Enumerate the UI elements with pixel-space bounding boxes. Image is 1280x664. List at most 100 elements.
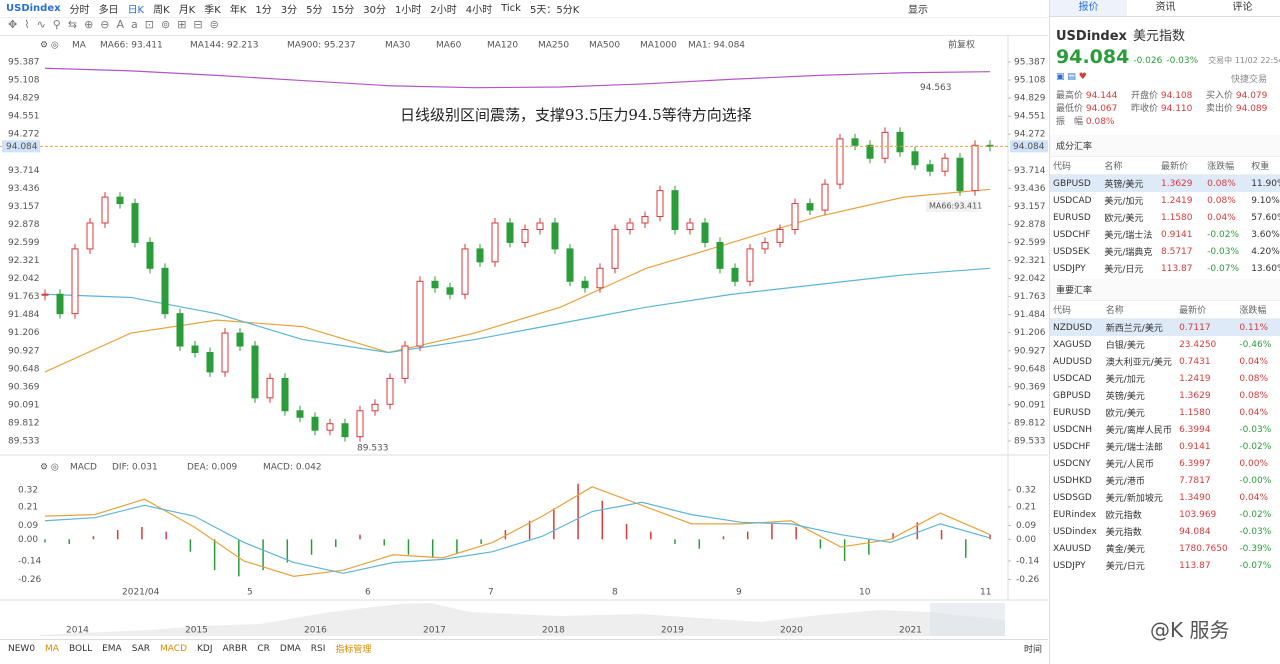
indicator-tab[interactable]: CR bbox=[257, 643, 270, 654]
cell: 美元/瑞士法 bbox=[1104, 231, 1153, 241]
quote-row[interactable]: USDCAD 美元/加元 1.2419 0.08% 9.10% bbox=[1050, 192, 1280, 209]
y-tick-label: 91.206 bbox=[8, 328, 40, 338]
y-tick-label-right: 95.108 bbox=[1014, 76, 1046, 86]
display-menu[interactable]: 显示 bbox=[908, 5, 928, 16]
indicator-tab[interactable]: SAR bbox=[131, 643, 151, 654]
candle bbox=[836, 138, 844, 185]
dif-legend: DIF: 0.031 bbox=[112, 463, 158, 473]
macd-tick: -0.14 bbox=[18, 556, 42, 566]
indicator-tab[interactable]: MACD bbox=[160, 643, 187, 654]
quote-row[interactable]: USDCNY 美元/人民币 6.3997 0.00% bbox=[1050, 455, 1280, 472]
period-tab[interactable]: 5分 bbox=[306, 5, 323, 16]
cell: 3.60% bbox=[1251, 229, 1280, 240]
cell: -0.03% bbox=[1239, 424, 1272, 435]
indicator-tab[interactable]: RSI bbox=[310, 643, 326, 654]
panel-tab[interactable]: 评论 bbox=[1232, 2, 1253, 13]
indicator-tab[interactable]: DMA bbox=[279, 643, 301, 654]
cell: 113.87 bbox=[1161, 263, 1193, 274]
stat-value: 94.089 bbox=[1235, 104, 1268, 114]
quote-row[interactable]: NZDUSD 新西兰元/美元 0.7117 0.11% bbox=[1050, 318, 1280, 336]
period-tab[interactable]: 5天：5分K bbox=[529, 5, 580, 16]
candle bbox=[761, 241, 769, 250]
indicator-tab[interactable]: KDJ bbox=[197, 643, 213, 654]
quote-row[interactable]: AUDUSD 澳大利亚元/美元 0.7431 0.04% bbox=[1050, 353, 1280, 370]
cell: 美元/日元 bbox=[1104, 265, 1144, 275]
candle bbox=[281, 377, 289, 412]
candle bbox=[581, 280, 589, 289]
indicator-tab[interactable]: BOLL bbox=[68, 643, 93, 654]
panel-tab[interactable]: 报价 bbox=[1050, 0, 1127, 16]
period-tab[interactable]: Tick bbox=[501, 3, 521, 14]
period-tab[interactable]: 月K bbox=[178, 5, 196, 16]
candle bbox=[746, 248, 754, 282]
icons[interactable]: ▣ ▤ ♥ bbox=[1056, 72, 1087, 82]
indicator-tab[interactable]: EMA bbox=[102, 643, 122, 654]
quote-header: USDindex 美元指数 bbox=[1050, 17, 1280, 44]
candle bbox=[971, 144, 979, 192]
period-tab[interactable]: 4小时 bbox=[465, 5, 493, 16]
x-label: 5 bbox=[247, 588, 253, 598]
indicator-tab[interactable]: 指标管理 bbox=[335, 645, 372, 655]
candle bbox=[611, 228, 619, 269]
x-label: 6 bbox=[365, 588, 371, 598]
quote-row[interactable]: XAUUSD 黄金/美元 1780.7650 -0.39% bbox=[1050, 540, 1280, 557]
quote-row[interactable]: GBPUSD 英镑/美元 1.3629 0.08% bbox=[1050, 387, 1280, 404]
quote-row[interactable]: EURindex 欧元指数 103.969 -0.02% bbox=[1050, 506, 1280, 523]
y-tick-label-right: 92.321 bbox=[1014, 256, 1046, 266]
cell: GBPUSD bbox=[1053, 390, 1091, 401]
period-tab[interactable]: 3分 bbox=[280, 5, 298, 16]
y-tick-label-right: 94.829 bbox=[1014, 94, 1046, 104]
quote-row[interactable]: EURUSD 欧元/美元 1.1580 0.04% bbox=[1050, 404, 1280, 421]
quote-row[interactable]: USDSEK 美元/瑞典克 8.5717 -0.03% 4.20% bbox=[1050, 243, 1280, 260]
period-tab[interactable]: 2小时 bbox=[430, 5, 457, 16]
candle bbox=[671, 190, 679, 230]
quote-row[interactable]: USDCHF 美元/瑞士法郎 0.9141 -0.02% bbox=[1050, 438, 1280, 455]
period-tab[interactable]: 周K bbox=[153, 5, 170, 16]
cell: 94.084 bbox=[1179, 526, 1211, 537]
y-tick-label: 90.091 bbox=[8, 400, 40, 410]
period-tab[interactable]: 年K bbox=[229, 5, 247, 16]
quote-row[interactable]: USDCAD 美元/加元 1.2419 0.08% bbox=[1050, 370, 1280, 387]
cell: GBPUSD bbox=[1053, 178, 1091, 189]
candle bbox=[146, 241, 154, 269]
quote-row[interactable]: USDCNH 美元/离岸人民币 6.3994 -0.03% bbox=[1050, 421, 1280, 438]
cell: 0.7431 bbox=[1179, 356, 1211, 367]
dea-legend: DEA: 0.009 bbox=[187, 463, 238, 473]
y-tick-label-right: 89.812 bbox=[1014, 418, 1046, 428]
navigator-area bbox=[40, 603, 1005, 636]
stat-value: 94.144 bbox=[1085, 91, 1118, 101]
period-tab[interactable]: 日K bbox=[127, 5, 145, 16]
quote-row[interactable]: XAGUSD 白银/美元 23.4250 -0.46% bbox=[1050, 336, 1280, 353]
quote-row[interactable]: USDCHF 美元/瑞士法 0.9141 -0.02% 3.60% bbox=[1050, 226, 1280, 243]
panel-tab[interactable]: 资讯 bbox=[1155, 2, 1176, 13]
period-tab[interactable]: 1分 bbox=[255, 5, 272, 16]
period-tab[interactable]: 15分 bbox=[331, 5, 355, 16]
period-tab[interactable]: 季K bbox=[204, 5, 221, 16]
col-header: 涨跌幅 bbox=[1204, 157, 1249, 175]
quote-row[interactable]: USDJPY 美元/日元 113.87 -0.07% 13.60% bbox=[1050, 260, 1280, 277]
macd-title: MACD bbox=[70, 463, 97, 473]
period-tab[interactable]: 30分 bbox=[363, 5, 386, 16]
y-tick-label-right: 93.714 bbox=[1014, 166, 1046, 176]
ma-legend-off: MA500 bbox=[589, 41, 620, 51]
navigator-window[interactable] bbox=[930, 603, 1005, 636]
cell: 0.08% bbox=[1207, 178, 1236, 189]
candle bbox=[251, 345, 259, 399]
x-label: 2021/04 bbox=[122, 588, 160, 598]
period-tab[interactable]: 1小时 bbox=[394, 5, 422, 16]
quote-row[interactable]: USDJPY 美元/日元 113.87 -0.07% bbox=[1050, 557, 1280, 574]
quote-row[interactable]: USDindex 美元指数 94.084 -0.03% bbox=[1050, 523, 1280, 540]
stat-value: 94.108 bbox=[1160, 91, 1193, 101]
indicator-tab[interactable]: MA bbox=[45, 643, 59, 654]
quote-row[interactable]: USDHKD 美元/港币 7.7817 -0.00% bbox=[1050, 472, 1280, 489]
quick-trade[interactable]: 快捷交易 bbox=[1230, 75, 1267, 85]
period-tab[interactable]: 分时 bbox=[69, 5, 90, 16]
period-tab[interactable]: 多日 bbox=[98, 5, 119, 16]
quote-row[interactable]: EURUSD 欧元/美元 1.1580 0.04% 57.60% bbox=[1050, 209, 1280, 226]
quote-row[interactable]: USDSGD 美元/新加坡元 1.3490 0.04% bbox=[1050, 489, 1280, 506]
indicator-tab[interactable]: ARBR bbox=[222, 643, 248, 654]
quote-row[interactable]: GBPUSD 英镑/美元 1.3629 0.08% 11.90% bbox=[1050, 174, 1280, 192]
indicator-tab[interactable]: NEW0 bbox=[8, 643, 36, 654]
